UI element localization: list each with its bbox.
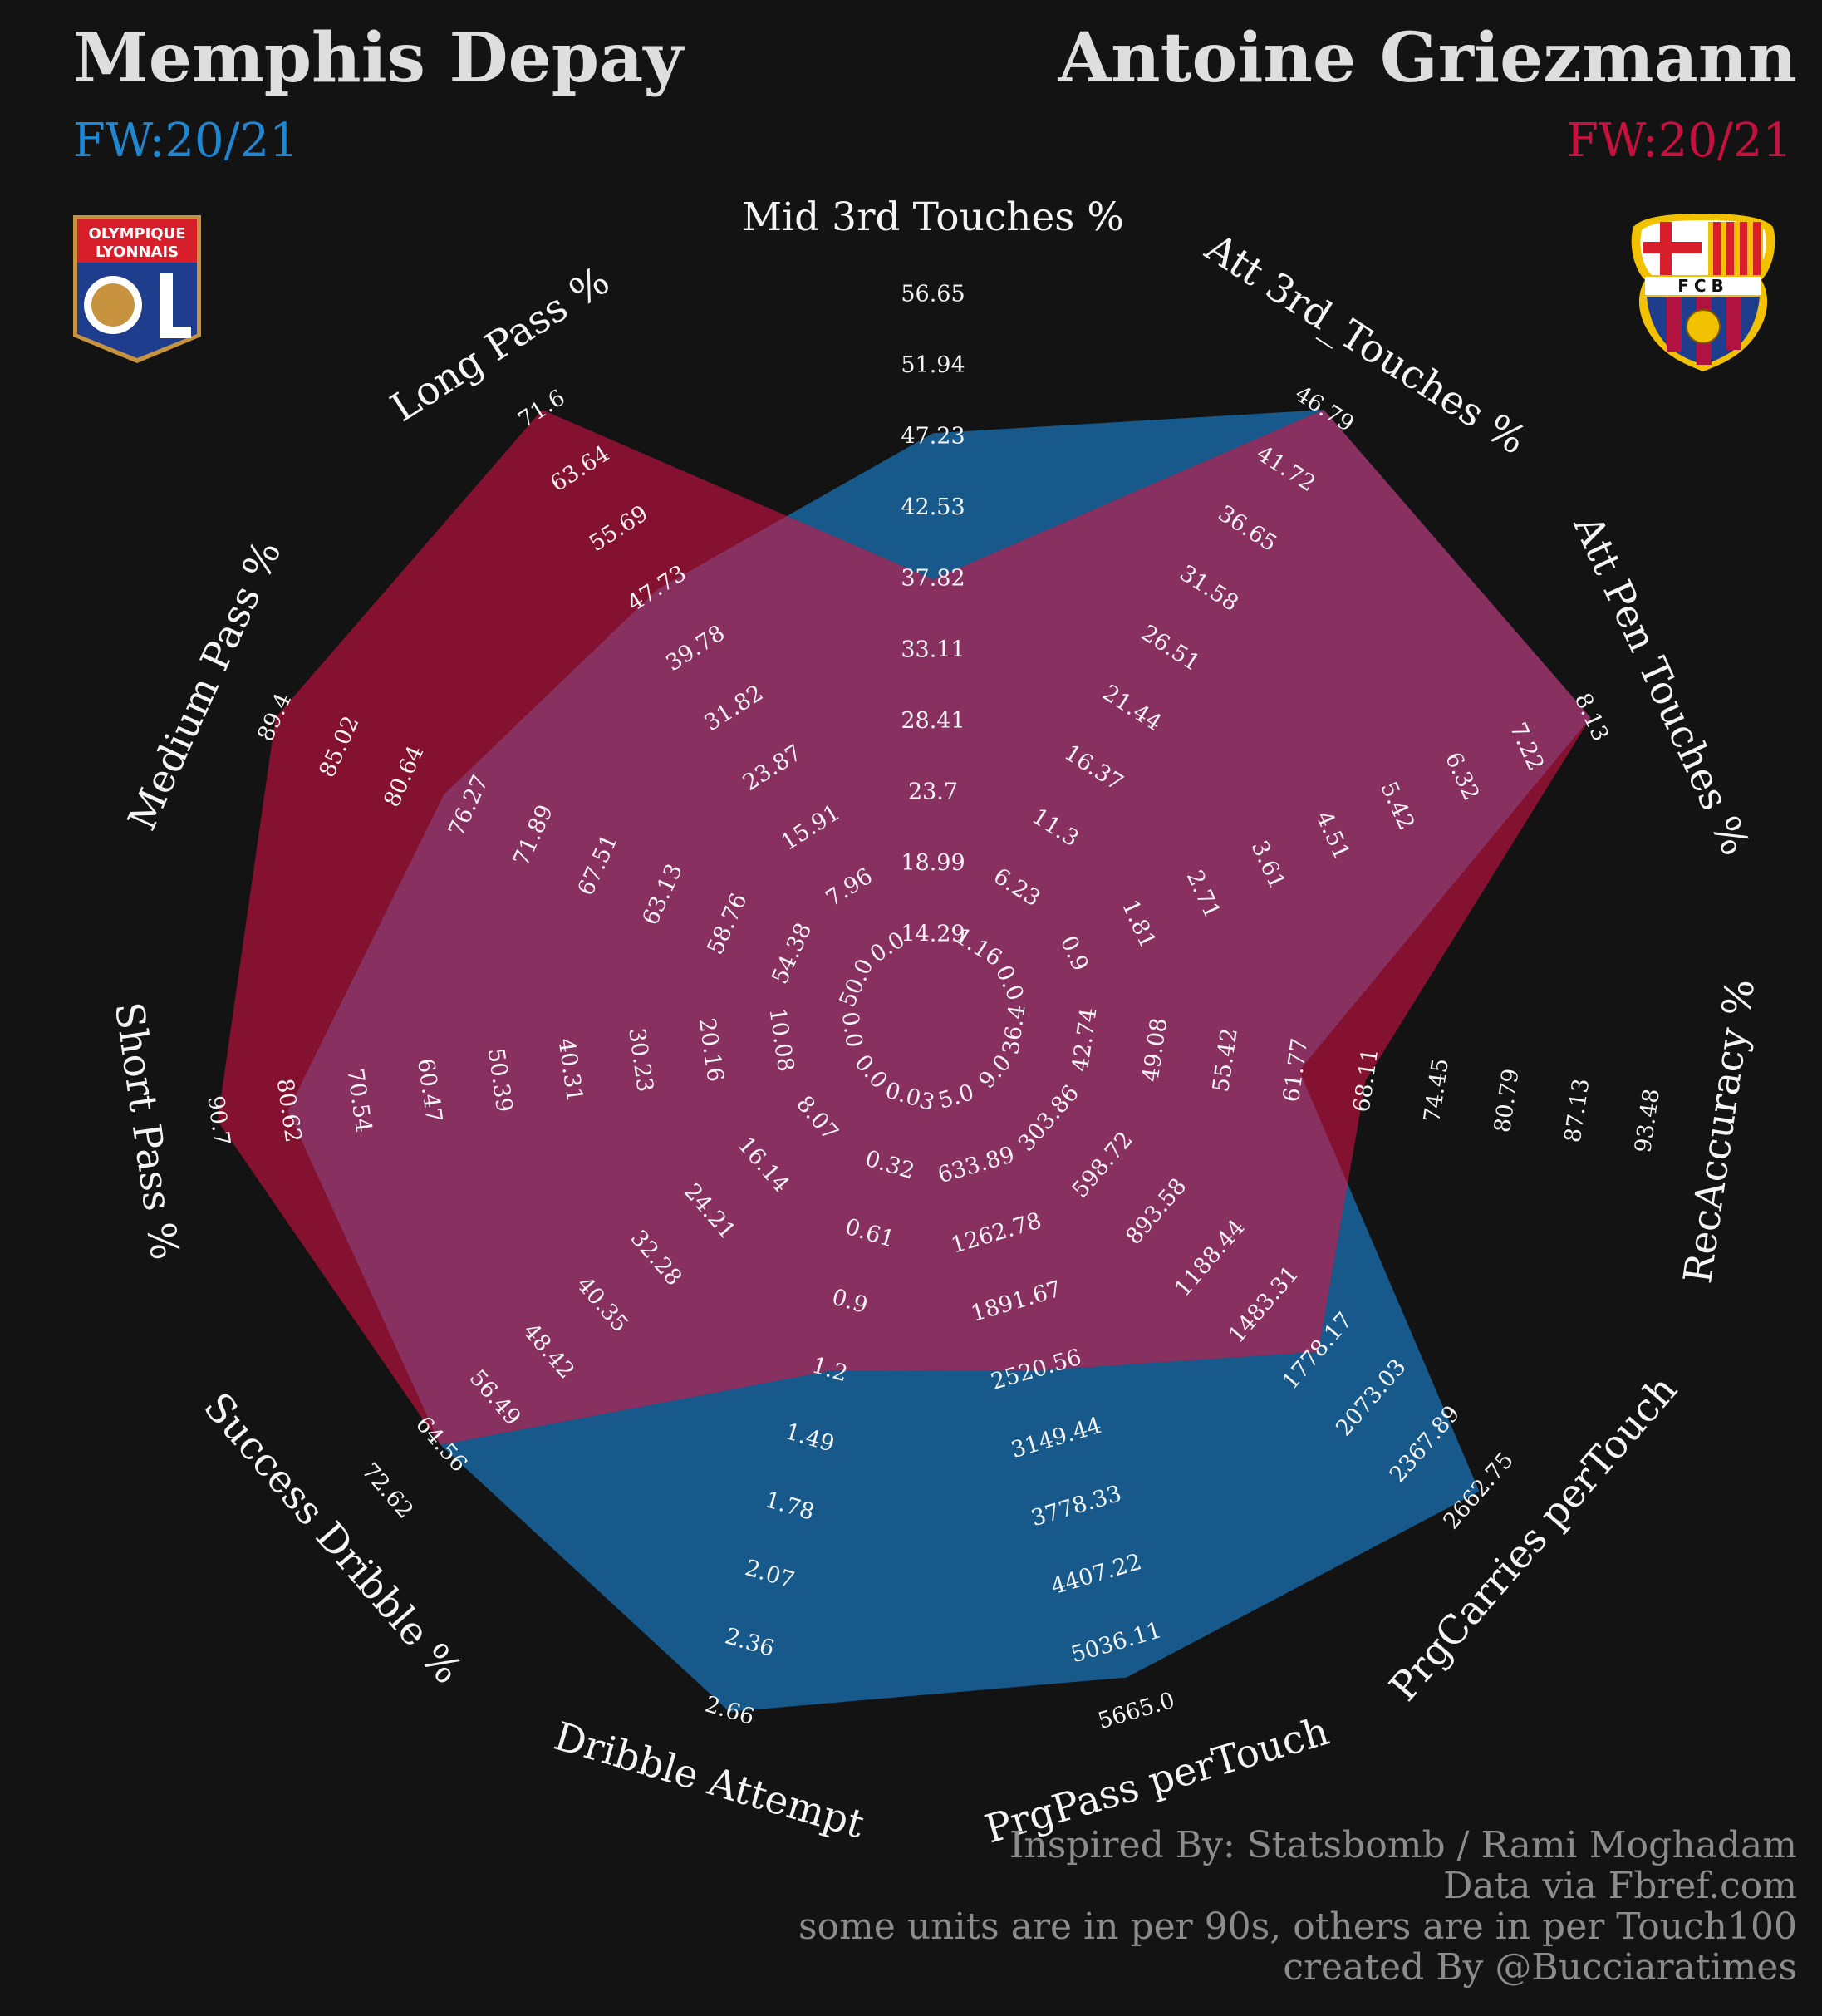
logo-line1: OLYMPIQUE bbox=[88, 225, 185, 243]
tick-label: 18.99 bbox=[901, 850, 965, 876]
logo-letters: FCB bbox=[1677, 276, 1729, 296]
player-right-position-season: FW:20/21 bbox=[1566, 114, 1792, 168]
tick-label: 28.41 bbox=[901, 708, 965, 734]
tick-label: 42.53 bbox=[901, 494, 965, 520]
axis-label: Mid 3rd Touches % bbox=[742, 194, 1124, 240]
player-left-name: Memphis Depay bbox=[73, 18, 683, 98]
fc-barcelona-logo: FCB bbox=[1631, 214, 1775, 371]
tick-label: 74.45 bbox=[1419, 1057, 1454, 1124]
tick-label: 93.48 bbox=[1630, 1087, 1665, 1154]
axis-label: Long Pass % bbox=[383, 258, 617, 430]
tick-label: 87.13 bbox=[1560, 1077, 1595, 1144]
axis-label: Medium Pass % bbox=[120, 534, 291, 837]
tick-label: 51.94 bbox=[901, 352, 965, 378]
tick-label: 37.82 bbox=[901, 566, 965, 592]
credits: Inspired By: Statsbomb / Rami Moghadam D… bbox=[798, 1825, 1797, 1988]
tick-label: 23.7 bbox=[908, 779, 958, 804]
axis-label: Att Pen Touches % bbox=[1564, 508, 1758, 863]
tick-label: 0.0 bbox=[837, 1010, 867, 1050]
olympique-lyonnais-logo: OLYMPIQUE LYONNAIS bbox=[73, 215, 201, 363]
tick-label: 14.29 bbox=[901, 922, 965, 947]
credit-source: Data via Fbref.com bbox=[1443, 1865, 1797, 1907]
credit-inspired: Inspired By: Statsbomb / Rami Moghadam bbox=[1009, 1824, 1797, 1866]
credit-units-note: some units are in per 90s, others are in… bbox=[798, 1905, 1797, 1948]
tick-label: 47.23 bbox=[901, 424, 965, 450]
logo-line2: LYONNAIS bbox=[96, 243, 179, 261]
tick-label: 80.79 bbox=[1490, 1067, 1525, 1134]
tick-label: 5665.0 bbox=[1095, 1688, 1177, 1734]
tick-label: 56.65 bbox=[901, 282, 965, 307]
axis-label: RecAccuracy % bbox=[1675, 976, 1764, 1286]
player-right-name: Antoine Griezmann bbox=[1058, 18, 1797, 98]
tick-label: 33.11 bbox=[901, 637, 965, 662]
axis-label: Short Pass % bbox=[106, 1000, 188, 1263]
credit-author: created By @Bucciaratimes bbox=[1283, 1946, 1797, 1989]
tick-label: 72.62 bbox=[356, 1458, 418, 1524]
player-left-position-season: FW:20/21 bbox=[73, 114, 299, 168]
